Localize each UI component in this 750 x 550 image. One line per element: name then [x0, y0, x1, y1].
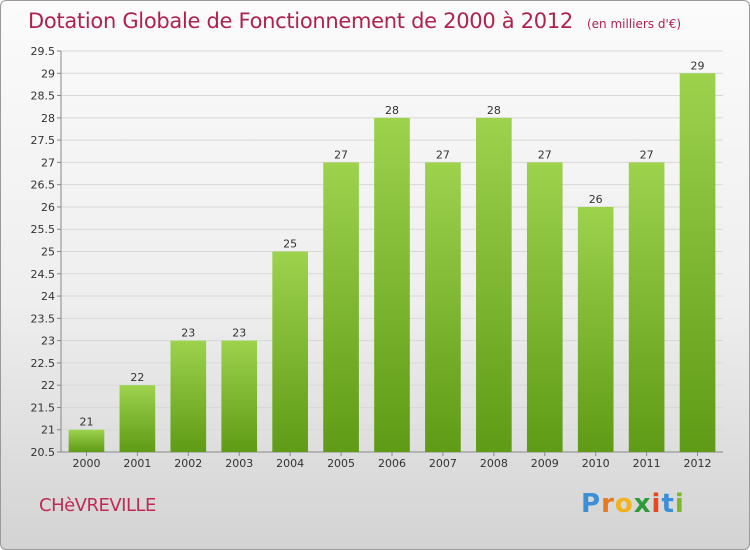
y-tick-label: 27.5 — [31, 134, 56, 147]
bar-value-label: 27 — [334, 148, 348, 161]
x-tick-label: 2007 — [429, 457, 457, 470]
bar-value-label: 27 — [640, 148, 654, 161]
y-tick-labels: 20.5 21 21.5 22 22.5 23 23.5 24 24.5 25 25.5 26 26.5… — [31, 45, 56, 459]
y-tick-label: 26.5 — [31, 179, 56, 192]
bar — [272, 251, 308, 452]
bar — [628, 162, 665, 452]
x-tick-label: 2008 — [480, 457, 508, 470]
x-tick-label: 2000 — [72, 457, 100, 470]
commune-name: CHèVREVILLE — [39, 495, 156, 516]
y-tick-label: 23 — [41, 335, 55, 348]
bar — [119, 385, 156, 452]
y-tick-label: 29.5 — [31, 45, 56, 58]
bar — [577, 206, 614, 452]
y-tick-label: 21.5 — [31, 401, 56, 414]
x-tick-label: 2002 — [174, 457, 202, 470]
bar-value-label: 23 — [232, 327, 246, 340]
y-tick-label: 24.5 — [31, 268, 56, 281]
bar-value-label: 27 — [436, 148, 450, 161]
y-tick-label: 20.5 — [31, 446, 56, 459]
y-tick-label: 23.5 — [31, 312, 56, 325]
y-tick-label: 22.5 — [31, 357, 56, 370]
x-tick-label: 2006 — [378, 457, 406, 470]
x-tick-label: 2003 — [225, 457, 253, 470]
bar-value-label: 22 — [130, 371, 144, 384]
bar-value-label: 25 — [283, 238, 297, 251]
bar — [221, 340, 258, 452]
x-tick-label: 2001 — [123, 457, 151, 470]
y-tick-label: 29 — [41, 67, 55, 80]
y-tick-label: 24 — [41, 290, 55, 303]
proxiti-logo[interactable]: Proxiti — [581, 489, 685, 519]
y-tick-label: 26 — [41, 201, 55, 214]
bar — [170, 340, 207, 452]
x-tick-label: 2011 — [633, 457, 661, 470]
x-tick-label: 2009 — [531, 457, 559, 470]
y-tick-label: 21 — [41, 424, 55, 437]
bar-value-label: 21 — [79, 416, 93, 429]
y-tick-label: 28 — [41, 112, 55, 125]
chart-subtitle: (en milliers d'€) — [586, 17, 682, 31]
x-tick-label: 2004 — [276, 457, 304, 470]
bars — [68, 73, 716, 453]
x-tick-label: 2005 — [327, 457, 355, 470]
bar — [374, 117, 410, 452]
bar-value-label: 29 — [691, 59, 705, 72]
x-tick-labels: 2000 2001 2002 2003 2004 2005 2006 2007 2008 2009… — [72, 457, 711, 470]
bar — [425, 162, 461, 452]
bar-value-label: 26 — [589, 193, 603, 206]
chart-title: Dotation Globale de Fonctionnement de 20… — [28, 9, 681, 33]
x-tick-label: 2010 — [582, 457, 610, 470]
y-tick-label: 22 — [41, 379, 55, 392]
bar-value-label: 28 — [385, 104, 399, 117]
y-tick-label: 28.5 — [31, 90, 56, 103]
bar-value-label: 28 — [487, 104, 501, 117]
chart-title-text: Dotation Globale de Fonctionnement de 20… — [28, 9, 573, 33]
bar — [476, 117, 512, 452]
bar — [679, 73, 716, 453]
bar — [526, 162, 563, 452]
y-tick-label: 25 — [41, 246, 55, 259]
x-tick-label: 2012 — [684, 457, 712, 470]
value-labels: 21 22 23 23 25 27 28 27 28 27 26 27 29 — [79, 59, 704, 428]
bar — [323, 162, 359, 452]
y-tick-label: 25.5 — [31, 223, 56, 236]
y-tick-label: 27 — [41, 156, 55, 169]
bar-value-label: 23 — [181, 327, 195, 340]
bar-value-label: 27 — [538, 148, 552, 161]
bar — [68, 429, 105, 452]
